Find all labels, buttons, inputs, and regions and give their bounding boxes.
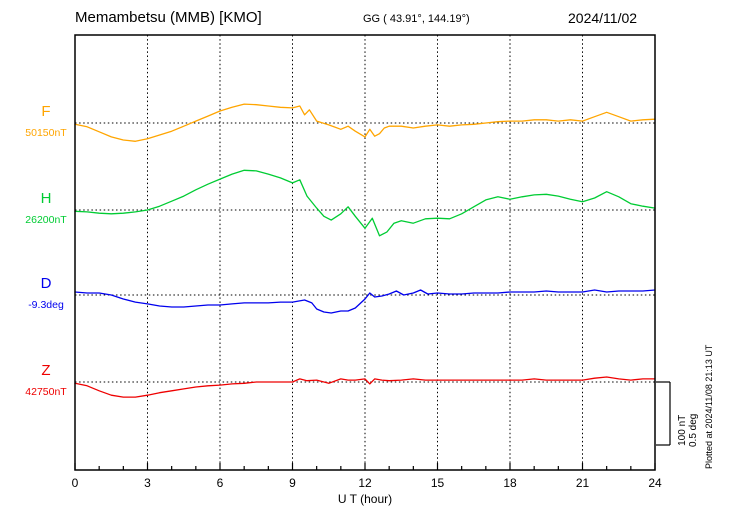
x-tick-label: 21 (575, 476, 590, 490)
x-tick-label: 0 (71, 476, 79, 490)
station-title: Memambetsu (MMB) [KMO] (75, 9, 262, 26)
trace-label-d: D (40, 275, 52, 292)
scalebar-labels: 100 nT 0.5 deg (677, 414, 699, 447)
x-tick-label: 15 (430, 476, 445, 490)
trace-basevalue-d: -9.3deg (28, 299, 64, 311)
x-tick-label: 12 (358, 476, 372, 490)
plot-date: 2024/11/02 (568, 10, 638, 26)
scalebar-nt-label: 100 nT (677, 414, 688, 446)
trace-basevalue-h: 26200nT (25, 214, 67, 226)
scalebar-deg-label: 0.5 deg (688, 413, 699, 447)
x-tick-label: 9 (289, 476, 296, 490)
trace-label-h: H (40, 190, 52, 207)
x-axis-title: U T (hour) (337, 492, 393, 506)
trace-basevalue-z: 42750nT (25, 386, 67, 398)
trace-label-f: F (41, 103, 51, 120)
x-tick-label: 18 (503, 476, 517, 490)
plotted-at-note: Plotted at 2024/11/08 21:13 UT (704, 344, 714, 469)
x-tick-label: 3 (144, 476, 151, 490)
trace-basevalue-f: 50150nT (25, 127, 67, 139)
x-tick-label: 24 (648, 476, 662, 490)
x-tick-label: 6 (216, 476, 224, 490)
trace-label-z: Z (41, 362, 51, 379)
station-coordinates: GG ( 43.91°, 144.19°) (363, 13, 470, 25)
